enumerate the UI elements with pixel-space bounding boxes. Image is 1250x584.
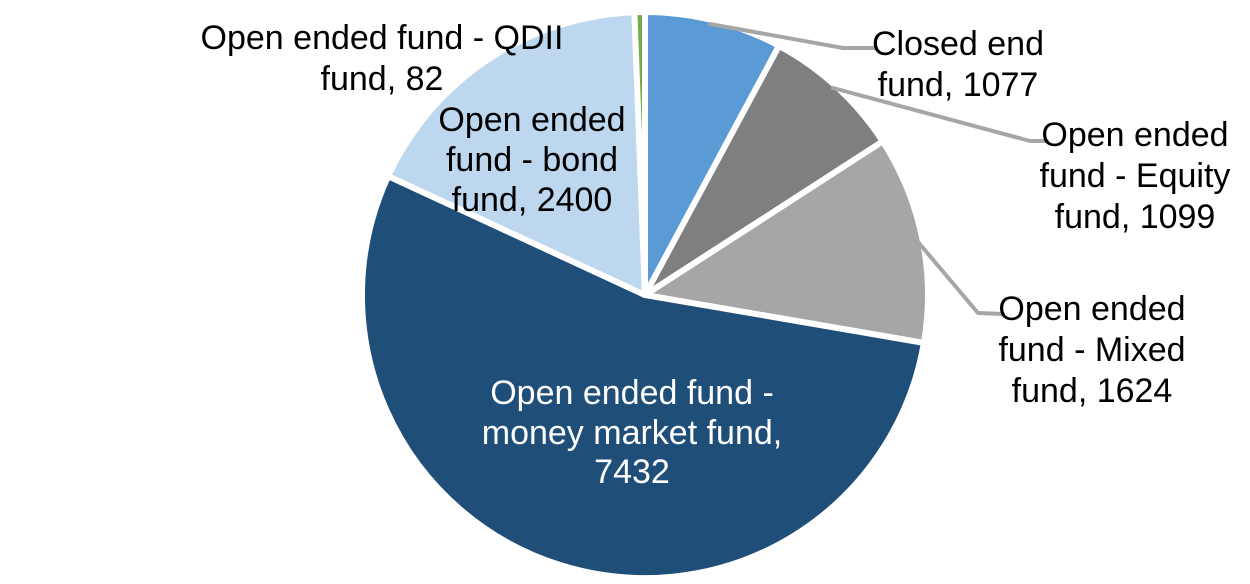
data-labels: Closed end fund, 1077 Open ended fund - … <box>201 19 1231 491</box>
leader-line-closed-end-fund <box>708 22 878 50</box>
data-label-line: fund, 82 <box>321 60 444 98</box>
pie-slice-open-ended-bond-fund <box>385 9 648 298</box>
data-label-line: fund, 1099 <box>1055 198 1216 236</box>
leader-lines <box>708 22 1049 316</box>
data-label-line: Open ended fund - <box>490 374 774 412</box>
data-label-line: fund - Mixed <box>998 331 1185 369</box>
data-label-line: Open ended <box>998 290 1185 328</box>
data-label-line: fund - bond <box>446 141 618 179</box>
data-label-line: money market fund, <box>482 414 782 452</box>
data-label-bond-fund: Open ended fund - bond fund, 2400 <box>438 101 625 219</box>
leader-line-mixed-fund <box>916 240 1005 316</box>
pie-slice-closed-end-fund <box>642 9 782 298</box>
data-label-mixed-fund: Open ended fund - Mixed fund, 1624 <box>998 290 1185 410</box>
data-label-line: Open ended fund - QDII <box>201 19 564 57</box>
pie-slices <box>358 9 931 582</box>
data-label-line: Open ended <box>438 101 625 139</box>
data-label-line: fund, 2400 <box>452 181 613 219</box>
pie-slice-open-ended-mixed-fund <box>642 138 931 346</box>
data-label-line: Closed end <box>872 25 1044 63</box>
data-label-equity-fund: Open ended fund - Equity fund, 1099 <box>1040 116 1231 236</box>
pie-slice-open-ended-money-market-fund <box>358 173 927 582</box>
data-label-money-market-fund: Open ended fund - money market fund, 743… <box>482 374 782 491</box>
data-label-line: Open ended <box>1041 116 1228 154</box>
data-label-line: fund, 1077 <box>878 66 1039 104</box>
leader-line-equity-fund <box>831 86 1049 143</box>
data-label-line: 7432 <box>594 453 670 491</box>
pie-slice-open-ended-qdii-fund <box>631 9 648 298</box>
data-label-line: fund - Equity <box>1040 157 1231 195</box>
data-label-line: fund, 1624 <box>1012 372 1173 410</box>
data-label-qdii-fund: Open ended fund - QDII fund, 82 <box>201 19 564 98</box>
data-label-closed-end-fund: Closed end fund, 1077 <box>872 25 1044 104</box>
